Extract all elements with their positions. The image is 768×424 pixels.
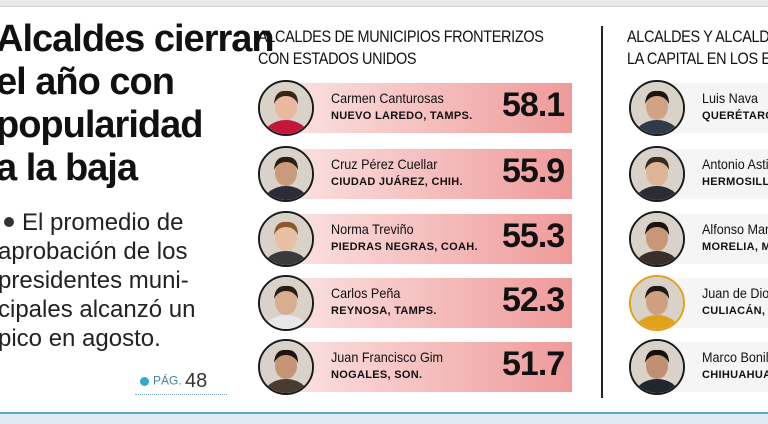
approval-value: 52.3 — [502, 281, 565, 319]
mayor-photo — [629, 339, 685, 395]
page-reference[interactable]: PÁG. 48 — [140, 370, 207, 393]
mayor-city: PIEDRAS NEGRAS, COAH. — [331, 241, 478, 253]
deck-line: El promedio de — [22, 209, 184, 236]
top-rule — [0, 0, 768, 7]
mayor-name: Marco Bonill — [702, 349, 768, 365]
column-divider — [601, 26, 603, 398]
mayor-city: CULIACÁN, S — [702, 305, 768, 317]
deck-line: pico en agosto. — [0, 325, 161, 352]
mayor-city: MORELIA, MI — [702, 241, 768, 253]
capital-mayor-row: Luis Nava QUERÉTARO, Q — [627, 80, 768, 136]
mayor-name: Juan de Dios — [702, 285, 768, 301]
capital-mayor-row: Juan de Dios CULIACÁN, S — [627, 275, 768, 331]
headline-line: el año con — [0, 61, 175, 103]
mayor-name: Carmen Canturosas — [331, 90, 444, 106]
mayor-photo — [629, 211, 685, 267]
mayor-photo — [629, 80, 685, 136]
mayor-photo — [258, 275, 314, 331]
deck: El promedio de aprobación de los preside… — [0, 208, 238, 353]
mayor-name: Carlos Peña — [331, 285, 401, 301]
mayor-photo — [629, 275, 685, 331]
mayor-photo — [258, 211, 314, 267]
headline: Alcaldes cierran el año con popularidad … — [0, 18, 275, 190]
mayor-name: Norma Treviño — [331, 221, 414, 237]
mayor-row: Juan Francisco Gim NOGALES, SON. 51.7 — [256, 339, 576, 395]
mayor-city: HERMOSILLO, — [702, 176, 768, 188]
headline-line: a la baja — [0, 147, 138, 189]
mayor-name: Juan Francisco Gim — [331, 349, 444, 365]
mayor-city: REYNOSA, TAMPS. — [331, 305, 437, 317]
mayor-row: Norma Treviño PIEDRAS NEGRAS, COAH. 55.3 — [256, 211, 576, 267]
headline-line: Alcaldes cierran — [0, 18, 275, 60]
mayor-city: CIUDAD JUÁREZ, CHIH. — [331, 176, 463, 188]
mayor-photo — [258, 80, 314, 136]
border-section-title: ALCALDES DE MUNICIPIOS FRONTERIZOS CON E… — [258, 26, 544, 70]
capital-mayor-row: Alfonso Mart MORELIA, MI — [627, 211, 768, 267]
deck-line: cipales alcanzó un — [0, 296, 196, 323]
mayor-name: Alfonso Mart — [702, 221, 768, 237]
headline-line: popularidad — [0, 104, 203, 146]
approval-value: 51.7 — [502, 345, 565, 383]
page-number: 48 — [185, 370, 208, 392]
mayor-row: Carlos Peña REYNOSA, TAMPS. 52.3 — [256, 275, 576, 331]
approval-bar — [284, 342, 572, 392]
mayor-photo — [258, 146, 314, 202]
section-title-line: ALCALDES Y ALCALD — [627, 27, 768, 46]
mayor-name: Luis Nava — [702, 90, 759, 106]
approval-value: 58.1 — [502, 86, 565, 124]
mayor-name: Cruz Pérez Cuellar — [331, 156, 438, 172]
mayor-row: Cruz Pérez Cuellar CIUDAD JUÁREZ, CHIH. 55… — [256, 146, 576, 202]
mayor-city: QUERÉTARO, Q — [702, 110, 768, 122]
bottom-rule — [0, 412, 768, 424]
bullet-icon — [4, 216, 14, 227]
capital-mayor-row: Marco Bonill CHIHUAHUA, — [627, 339, 768, 395]
page-label: PÁG. — [153, 373, 182, 388]
capital-section-title: ALCALDES Y ALCALD LA CAPITAL EN LOS E — [627, 26, 768, 70]
approval-bar — [284, 149, 572, 199]
mayor-name: Antonio Astia — [702, 156, 768, 172]
capital-section: ALCALDES Y ALCALD LA CAPITAL EN LOS E Lu… — [603, 0, 768, 422]
mayor-photo — [629, 146, 685, 202]
mayor-city: NOGALES, SON. — [331, 369, 423, 381]
mayor-row: Carmen Canturosas NUEVO LAREDO, TAMPS. 58.… — [256, 80, 576, 136]
page-ref-underline — [135, 394, 227, 395]
section-title-line: LA CAPITAL EN LOS E — [627, 49, 768, 68]
deck-line: aprobación de los — [0, 238, 188, 265]
mayor-city: CHIHUAHUA, — [702, 369, 768, 381]
deck-line: presidentes muni- — [0, 267, 189, 294]
capital-mayor-row: Antonio Astia HERMOSILLO, — [627, 146, 768, 202]
approval-bar — [284, 278, 572, 328]
mayor-city: NUEVO LAREDO, TAMPS. — [331, 110, 473, 122]
approval-value: 55.3 — [502, 217, 565, 255]
mayor-photo — [258, 339, 314, 395]
section-title-line: CON ESTADOS UNIDOS — [258, 49, 417, 68]
approval-value: 55.9 — [502, 152, 565, 190]
approval-bar — [284, 83, 572, 133]
dot-icon — [140, 377, 149, 386]
section-title-line: ALCALDES DE MUNICIPIOS FRONTERIZOS — [258, 27, 544, 46]
approval-bar — [284, 214, 572, 264]
